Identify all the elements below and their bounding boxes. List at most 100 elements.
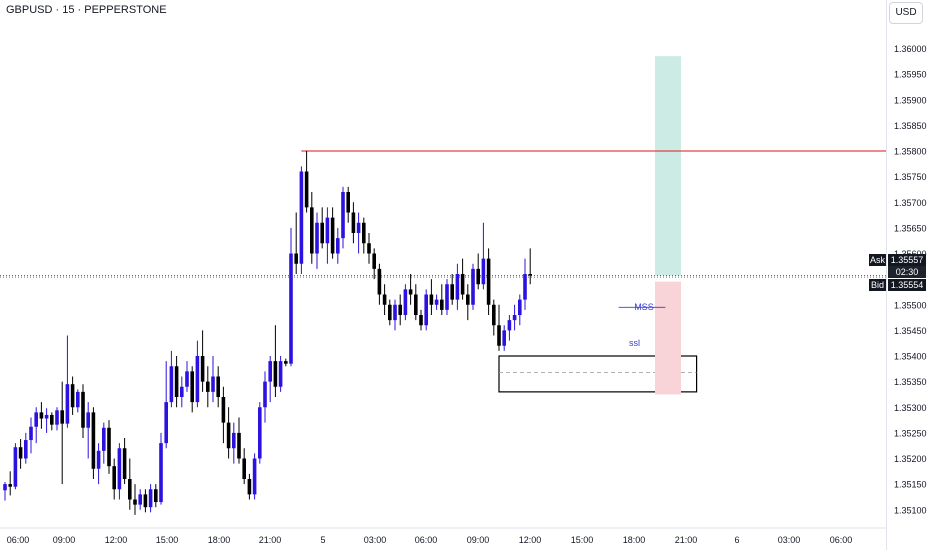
candle-body bbox=[414, 294, 418, 315]
candle-body bbox=[440, 299, 444, 310]
candle-body bbox=[362, 222, 366, 244]
candle-body bbox=[476, 268, 480, 285]
candle-body bbox=[372, 253, 376, 269]
candle-body bbox=[289, 253, 293, 364]
candle-body bbox=[507, 320, 512, 331]
price-tick-label: 1.35800 bbox=[894, 147, 927, 157]
candle-body bbox=[247, 479, 252, 495]
candle-body bbox=[96, 450, 101, 469]
candle-body bbox=[403, 289, 408, 315]
time-tick-label: 18:00 bbox=[623, 535, 646, 545]
candle-body bbox=[388, 304, 392, 321]
candle-body bbox=[164, 402, 168, 444]
time-tick-label: 6 bbox=[734, 535, 739, 545]
time-tick-label: 09:00 bbox=[53, 535, 76, 545]
candle-body bbox=[154, 489, 158, 503]
candle-body bbox=[122, 448, 127, 479]
time-tick-label: 06:00 bbox=[415, 535, 438, 545]
candle-body bbox=[107, 427, 111, 467]
candle-body bbox=[424, 294, 428, 326]
candle-body bbox=[237, 432, 241, 459]
candle-body bbox=[216, 376, 220, 397]
candle-body bbox=[180, 386, 184, 397]
candle-body bbox=[481, 258, 486, 285]
ask-price-tag: 1.35557 bbox=[888, 254, 926, 266]
candle-body bbox=[3, 484, 7, 491]
candle-body bbox=[466, 294, 470, 305]
candle-body bbox=[518, 299, 522, 315]
time-tick-label: 15:00 bbox=[571, 535, 594, 545]
candle-body bbox=[24, 440, 28, 459]
price-tick-label: 1.35300 bbox=[894, 403, 927, 413]
candle-body bbox=[206, 381, 210, 392]
bid-price-tag: 1.35554 bbox=[888, 279, 926, 291]
candle-body bbox=[304, 171, 309, 208]
candle-body bbox=[434, 299, 439, 305]
time-tick-label: 12:00 bbox=[519, 535, 542, 545]
time-tick-label: 18:00 bbox=[208, 535, 231, 545]
price-tick-label: 1.35950 bbox=[894, 70, 927, 80]
candle-body bbox=[502, 330, 506, 346]
candle-body bbox=[117, 448, 122, 490]
candle-body bbox=[252, 458, 257, 495]
time-tick-label: 5 bbox=[320, 535, 325, 545]
time-tick-label: 03:00 bbox=[364, 535, 387, 545]
candle-body bbox=[419, 315, 423, 326]
candle-body bbox=[273, 361, 278, 387]
annotation-ssl: ssl bbox=[629, 338, 640, 348]
candle-body bbox=[81, 391, 85, 428]
price-tick-label: 1.35650 bbox=[894, 223, 927, 233]
candle-body bbox=[185, 371, 189, 387]
candle-body bbox=[460, 274, 465, 295]
candle-body bbox=[102, 427, 106, 451]
candle-body bbox=[76, 391, 80, 408]
candle-body bbox=[310, 207, 314, 254]
candle-body bbox=[320, 222, 324, 244]
candle-body bbox=[138, 494, 142, 505]
candle-body bbox=[512, 315, 517, 321]
candle-body bbox=[13, 447, 18, 487]
ask-label: Ask bbox=[869, 254, 886, 266]
candle-body bbox=[284, 361, 288, 364]
candle-body bbox=[174, 366, 179, 397]
price-tick-label: 1.36000 bbox=[894, 44, 927, 54]
candle-body bbox=[18, 447, 23, 459]
candle-body bbox=[346, 192, 350, 213]
candle-body bbox=[377, 268, 382, 295]
price-tick-label: 1.35250 bbox=[894, 428, 927, 438]
candle-body bbox=[492, 304, 496, 326]
candle-body bbox=[294, 253, 298, 264]
time-tick-label: 21:00 bbox=[259, 535, 282, 545]
candle-body bbox=[351, 212, 356, 233]
time-tick-label: 12:00 bbox=[105, 535, 128, 545]
bid-label: Bid bbox=[869, 279, 886, 291]
time-tick-label: 03:00 bbox=[778, 535, 801, 545]
candle-body bbox=[221, 397, 226, 423]
candle-body bbox=[263, 381, 267, 408]
candle-body bbox=[65, 384, 70, 424]
price-tick-label: 1.35500 bbox=[894, 300, 927, 310]
candle-body bbox=[278, 361, 283, 387]
candle-body bbox=[336, 238, 340, 254]
price-tick-label: 1.35150 bbox=[894, 480, 927, 490]
candle-body bbox=[450, 284, 454, 300]
candle-body bbox=[34, 412, 38, 427]
candle-body bbox=[190, 371, 194, 403]
candle-body bbox=[242, 458, 246, 479]
candle-body bbox=[299, 171, 304, 264]
candle-body bbox=[39, 412, 44, 419]
candle-body bbox=[226, 422, 231, 449]
candle-body bbox=[50, 414, 54, 425]
currency-button[interactable]: USD bbox=[889, 2, 923, 24]
price-axis-border bbox=[886, 0, 887, 550]
candle-body bbox=[393, 304, 397, 321]
candle-body bbox=[325, 217, 330, 244]
price-tick-label: 1.35450 bbox=[894, 326, 927, 336]
price-tick-label: 1.35850 bbox=[894, 121, 927, 131]
price-tick-label: 1.35700 bbox=[894, 198, 927, 208]
candle-body bbox=[523, 274, 527, 300]
price-tick-label: 1.35900 bbox=[894, 95, 927, 105]
candle-body bbox=[232, 432, 236, 449]
candle-body bbox=[143, 494, 148, 508]
